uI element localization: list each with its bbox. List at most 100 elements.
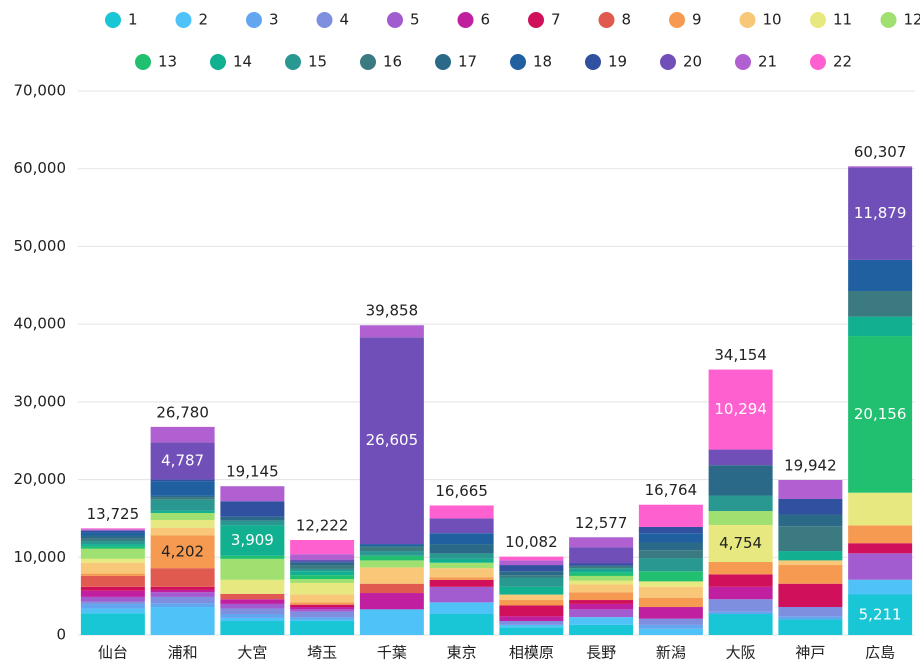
bar-segment — [80, 601, 145, 604]
bar-segment — [150, 596, 215, 604]
bar-segment — [80, 535, 145, 539]
bar-segment — [569, 580, 634, 585]
legend-label: 1 — [128, 11, 138, 29]
bar-segment — [290, 619, 355, 622]
bar-segment — [359, 583, 424, 594]
bar-segment — [569, 563, 634, 566]
x-tick-label: 広島 — [865, 644, 895, 662]
legend-swatch — [585, 54, 601, 70]
legend-label: 10 — [763, 11, 782, 29]
bar-segment — [569, 617, 634, 625]
bar-segment — [429, 602, 494, 615]
bar-segment — [848, 525, 913, 544]
segment-label: 26,605 — [366, 431, 419, 449]
x-tick-label: 浦和 — [168, 644, 198, 662]
y-tick-label: 60,000 — [14, 159, 67, 177]
bar-segment — [429, 505, 494, 519]
legend-swatch — [880, 12, 897, 28]
legend-swatch — [360, 54, 376, 70]
bar-segment — [778, 619, 843, 635]
legend-swatch — [810, 12, 826, 28]
legend-label: 19 — [608, 53, 627, 71]
legend-label: 4 — [340, 11, 350, 29]
bar-segment — [429, 562, 494, 569]
bar-segment — [290, 609, 355, 612]
bar-segment — [150, 442, 215, 480]
bar-segment — [80, 548, 145, 559]
total-label: 12,222 — [296, 517, 349, 535]
bar-segment — [290, 559, 355, 562]
bar-segment — [290, 607, 355, 610]
segment-label: 4,787 — [161, 451, 204, 469]
bar-segment — [290, 540, 355, 555]
total-label: 26,780 — [156, 403, 209, 421]
bar-segment — [290, 571, 355, 576]
bar-segment — [359, 337, 424, 545]
bar-segment — [708, 525, 773, 562]
bar-segment — [80, 586, 145, 591]
y-tick-label: 40,000 — [14, 315, 67, 333]
y-tick-label: 0 — [56, 626, 66, 644]
bar-segment — [80, 613, 145, 635]
bar-segment — [638, 581, 703, 587]
bar-segment — [150, 589, 215, 593]
bar-segment — [708, 495, 773, 512]
legend-swatch — [660, 54, 676, 70]
bar-segment — [290, 617, 355, 620]
bar-segment — [708, 599, 773, 612]
bar-segment — [429, 568, 494, 578]
bar-segment — [708, 465, 773, 496]
bar-segment — [708, 611, 773, 615]
bar-segment — [220, 558, 285, 580]
legend-swatch — [510, 54, 526, 70]
bar-segment — [569, 584, 634, 593]
bar-segment — [499, 624, 564, 628]
legend-label: 17 — [458, 53, 477, 71]
legend-swatch — [210, 54, 226, 70]
bar-segment — [499, 571, 564, 576]
bar-segment — [778, 616, 843, 620]
y-tick-label: 20,000 — [14, 470, 67, 488]
bar-segment — [290, 621, 355, 635]
bar-segment — [499, 605, 564, 617]
legend-swatch — [105, 12, 121, 28]
bar-segment — [429, 577, 494, 580]
bar-segment — [569, 537, 634, 548]
bar-segment — [638, 586, 703, 598]
legend-label: 9 — [692, 11, 702, 29]
bar-segment — [359, 544, 424, 547]
segment-label: 5,211 — [859, 605, 902, 623]
bar-segment — [569, 575, 634, 581]
legend-swatch — [387, 12, 403, 28]
bar-segment — [638, 526, 703, 534]
x-tick-label: 埼玉 — [307, 644, 337, 662]
bar-segment — [150, 497, 215, 500]
bar-segment — [150, 479, 215, 482]
bar-segment — [150, 481, 215, 496]
bar-segment — [429, 579, 494, 587]
bar-segment — [848, 553, 913, 580]
bar-segment — [80, 590, 145, 597]
bar-segment — [569, 568, 634, 571]
bar-segment — [708, 586, 773, 600]
bar-segment — [220, 608, 285, 615]
bar-segment — [290, 579, 355, 583]
bar-segment — [429, 518, 494, 534]
y-tick-label: 50,000 — [14, 237, 67, 255]
bar-segment — [778, 514, 843, 527]
bar-segment — [429, 586, 494, 603]
bar-segment — [150, 592, 215, 597]
bar-segment — [220, 617, 285, 622]
bar-segment — [80, 603, 145, 609]
bar-segment — [150, 568, 215, 587]
bar-segment — [290, 582, 355, 595]
legend-label: 3 — [269, 11, 279, 29]
bar-segment — [150, 535, 215, 569]
legend-label: 14 — [233, 53, 252, 71]
bar-segment — [359, 609, 424, 635]
bar-segment — [220, 603, 285, 609]
segment-label: 20,156 — [854, 405, 907, 423]
bar-segment — [848, 166, 913, 168]
bar-segment — [499, 600, 564, 606]
